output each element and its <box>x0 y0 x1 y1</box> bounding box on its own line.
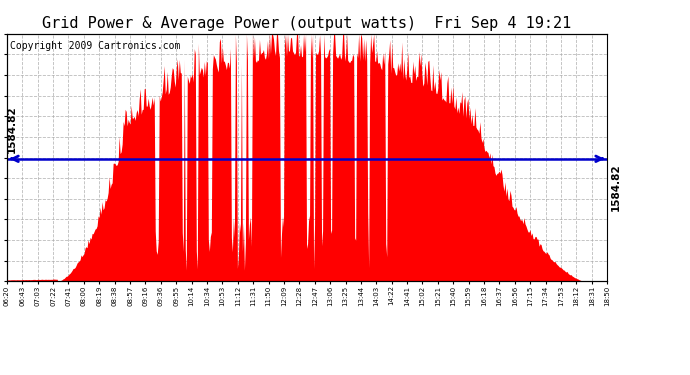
Title: Grid Power & Average Power (output watts)  Fri Sep 4 19:21: Grid Power & Average Power (output watts… <box>42 16 572 31</box>
Text: 1584.82: 1584.82 <box>6 105 17 153</box>
Text: 1584.82: 1584.82 <box>611 164 620 211</box>
Text: Copyright 2009 Cartronics.com: Copyright 2009 Cartronics.com <box>10 41 180 51</box>
